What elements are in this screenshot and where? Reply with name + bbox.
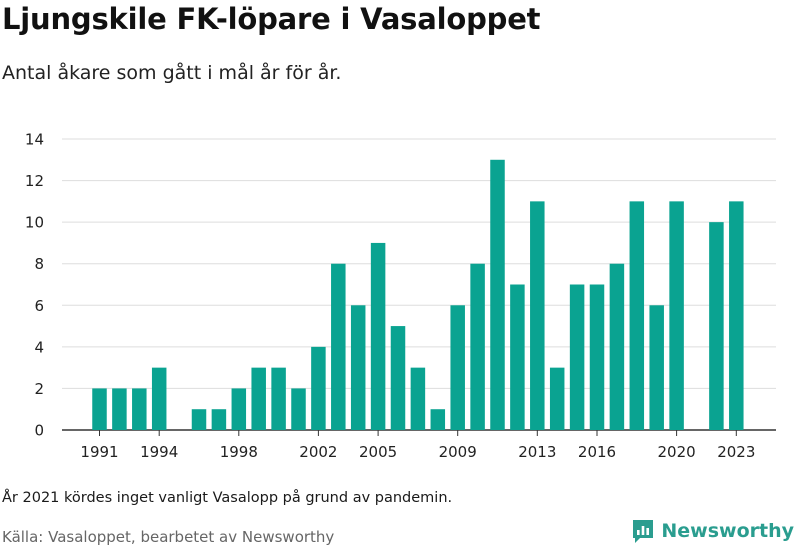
bar-2006: [390, 326, 406, 430]
bar-2020: [669, 201, 684, 430]
logo-text: Newsworthy: [661, 520, 794, 542]
y-tick-label: 14: [25, 131, 44, 149]
x-tick-label: 2020: [658, 443, 696, 461]
bar-2000: [271, 367, 286, 430]
bar-2017: [609, 263, 625, 430]
x-tick-label: 2009: [439, 443, 477, 461]
bar-2013: [530, 201, 545, 430]
bar-2001: [291, 388, 306, 430]
y-tick-label: 6: [34, 297, 44, 315]
footnote: År 2021 kördes inget vanligt Vasalopp på…: [2, 490, 453, 506]
bar-2014: [549, 367, 565, 430]
bar-2008: [430, 409, 446, 430]
bar-2007: [410, 367, 426, 430]
bar-2015: [569, 284, 585, 430]
bar-1997: [211, 409, 227, 430]
bar-chart: 0 2 4 6 8 10 12 14 1991 1994 1998 2002 2005 2009 2013…: [25, 131, 776, 461]
bar-2016: [589, 284, 605, 430]
bar-1992: [112, 388, 127, 430]
bar-2022: [709, 222, 724, 430]
newsworthy-chart-icon: [633, 520, 654, 543]
chart-title: Ljungskile FK-löpare i Vasaloppet: [2, 2, 541, 36]
bar-1996: [191, 409, 207, 430]
x-axis-ticks: 1991 1994 1998 2002 2005 2009 2013 2016 2020 2023: [80, 430, 755, 461]
x-tick-label: 2023: [717, 443, 755, 461]
y-tick-label: 2: [34, 380, 44, 398]
x-tick-label: 2002: [299, 443, 337, 461]
y-axis-ticks: 0 2 4 6 8 10 12 14: [25, 131, 44, 440]
bar-1999: [251, 367, 266, 430]
bar-2010: [470, 263, 485, 430]
x-tick-label: 2005: [359, 443, 397, 461]
y-tick-label: 12: [25, 172, 44, 190]
bar-2023: [729, 201, 744, 430]
bar-2005: [370, 242, 386, 430]
bar-2011: [490, 159, 505, 431]
bar-1998: [231, 388, 247, 430]
y-tick-label: 0: [34, 422, 44, 440]
bar-2003: [331, 263, 346, 430]
bar-2002: [311, 346, 326, 430]
newsworthy-logo: Newsworthy: [631, 518, 794, 544]
bar-1994: [151, 367, 167, 430]
x-tick-label: 2013: [518, 443, 556, 461]
x-tick-label: 2016: [578, 443, 616, 461]
bar-1991: [92, 388, 107, 430]
bar-2018: [629, 201, 645, 430]
bar-2012: [510, 284, 525, 430]
y-tick-label: 10: [25, 214, 44, 232]
x-tick-label: 1998: [220, 443, 258, 461]
source-text: Källa: Vasaloppet, bearbetet av Newswort…: [2, 528, 335, 546]
bar-2004: [350, 305, 366, 430]
y-tick-label: 4: [34, 338, 44, 356]
chart-subtitle: Antal åkare som gått i mål år för år.: [2, 62, 342, 84]
bar-2009: [450, 305, 465, 430]
bars: [92, 159, 744, 431]
x-tick-label: 1991: [80, 443, 118, 461]
x-tick-label: 1994: [140, 443, 178, 461]
bar-2019: [649, 305, 664, 430]
y-tick-label: 8: [34, 255, 44, 273]
bar-1993: [132, 388, 147, 430]
